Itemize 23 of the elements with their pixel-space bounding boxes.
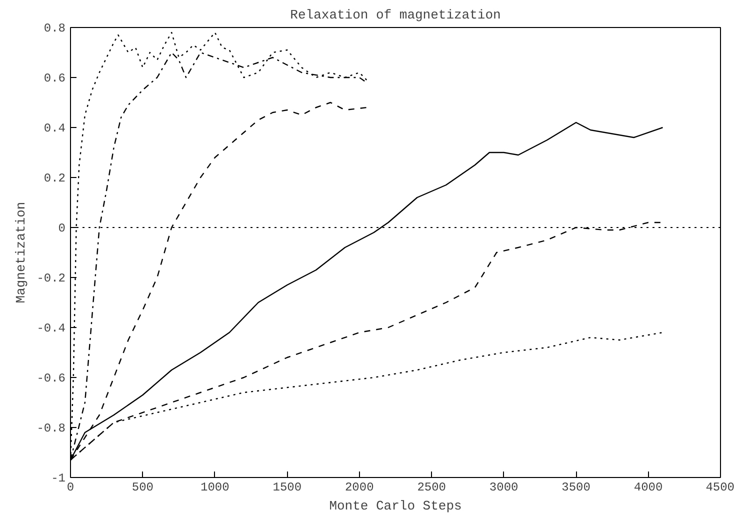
y-tick-label: -0.8 xyxy=(36,422,66,436)
x-tick-label: 3000 xyxy=(489,480,518,494)
x-tick-label: 1000 xyxy=(200,480,230,494)
y-tick-label: 0.4 xyxy=(44,122,66,136)
x-tick-label: 4000 xyxy=(634,480,663,494)
x-tick-label: 3500 xyxy=(562,480,590,494)
x-tick-label: 0 xyxy=(66,480,74,494)
x-axis-title: Monte Carlo Steps xyxy=(329,498,462,514)
x-tick-label: 2000 xyxy=(344,480,374,494)
x-tick-label: 1500 xyxy=(272,480,302,494)
y-tick-label: 0.2 xyxy=(44,172,66,186)
x-tick-label: 500 xyxy=(132,480,154,494)
y-tick-label: 0.8 xyxy=(44,22,66,36)
x-tick-label: 2500 xyxy=(417,480,446,494)
y-axis-title: Magnetization xyxy=(14,202,29,304)
y-tick-label: -0.2 xyxy=(36,272,66,286)
y-tick-label: 0.6 xyxy=(44,72,66,86)
chart-title: Relaxation of magnetization xyxy=(290,8,501,22)
y-tick-label: 0 xyxy=(58,222,66,236)
y-tick-label: -0.4 xyxy=(36,322,66,336)
y-tick-label: -1 xyxy=(51,472,66,486)
x-tick-label: 4500 xyxy=(706,480,734,494)
y-tick-label: -0.6 xyxy=(36,372,66,386)
